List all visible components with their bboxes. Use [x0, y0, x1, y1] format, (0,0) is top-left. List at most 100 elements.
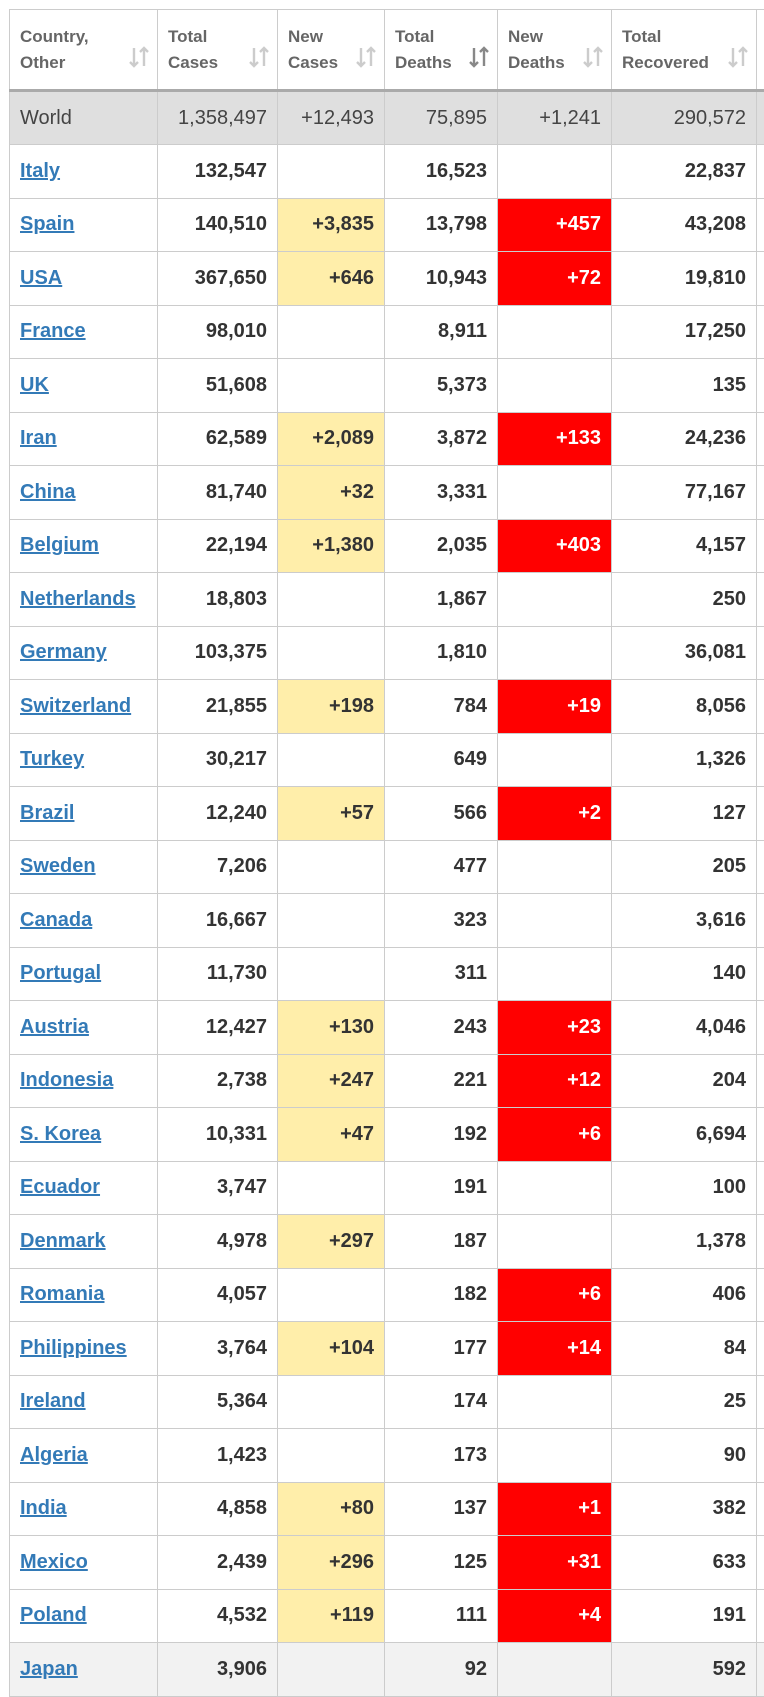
column-header[interactable]: Total Deaths — [385, 10, 498, 91]
cell: Spain — [10, 198, 158, 252]
column-header[interactable]: Country, Other — [10, 10, 158, 91]
cell — [498, 1375, 612, 1429]
cell: 100 — [612, 1161, 757, 1215]
cell: Indonesia — [10, 1054, 158, 1108]
cell: 75,895 — [385, 91, 498, 145]
cell: Austria — [10, 1001, 158, 1055]
country-link[interactable]: Mexico — [20, 1551, 88, 1573]
column-header[interactable]: Total Cases — [158, 10, 278, 91]
country-link[interactable]: Italy — [20, 160, 60, 182]
cell: Denmark — [10, 1215, 158, 1269]
country-link[interactable]: Japan — [20, 1658, 78, 1680]
cell: Ecuador — [10, 1161, 158, 1215]
header-label: New Cases — [288, 24, 360, 76]
cell: 382 — [612, 1482, 757, 1536]
cell: 191 — [385, 1161, 498, 1215]
country-link[interactable]: Ireland — [20, 1390, 86, 1412]
country-link[interactable]: Sweden — [20, 855, 96, 877]
cell: Algeria — [10, 1429, 158, 1483]
country-link[interactable]: Switzerland — [20, 695, 131, 717]
cell: +1 — [498, 1482, 612, 1536]
cell — [278, 1643, 385, 1697]
cell: 3,616 — [612, 894, 757, 948]
cell — [498, 947, 612, 1001]
cell: 36,081 — [612, 626, 757, 680]
country-link[interactable]: Austria — [20, 1016, 89, 1038]
cell — [498, 359, 612, 413]
country-link[interactable]: Philippines — [20, 1337, 127, 1359]
country-link[interactable]: Germany — [20, 641, 107, 663]
country-link[interactable]: Algeria — [20, 1444, 88, 1466]
cell: 633 — [612, 1536, 757, 1590]
cell: 649 — [385, 733, 498, 787]
country-link[interactable]: Belgium — [20, 534, 99, 556]
cell: 16,523 — [385, 145, 498, 199]
cell: +6 — [498, 1268, 612, 1322]
cell-edge — [757, 1643, 764, 1697]
cell-edge — [757, 252, 764, 306]
country-link[interactable]: India — [20, 1497, 67, 1519]
country-link[interactable]: Turkey — [20, 748, 84, 770]
cell-edge — [757, 1108, 764, 1162]
cell-edge — [757, 1215, 764, 1269]
cell: Brazil — [10, 787, 158, 841]
cell-edge — [757, 1429, 764, 1483]
cell-edge — [757, 680, 764, 734]
cell: 1,867 — [385, 573, 498, 627]
cell: 8,056 — [612, 680, 757, 734]
cell: Iran — [10, 412, 158, 466]
column-header[interactable]: New Deaths — [498, 10, 612, 91]
cell: +12,493 — [278, 91, 385, 145]
country-link[interactable]: Denmark — [20, 1230, 106, 1252]
cell: 17,250 — [612, 305, 757, 359]
cell: China — [10, 466, 158, 520]
cell: 10,331 — [158, 1108, 278, 1162]
country-link[interactable]: UK — [20, 374, 49, 396]
cell: +297 — [278, 1215, 385, 1269]
cell: +104 — [278, 1322, 385, 1376]
cell — [498, 466, 612, 520]
cell-edge — [757, 519, 764, 573]
country-link[interactable]: China — [20, 481, 76, 503]
header-label: Total Deaths — [395, 24, 467, 76]
cell: 127 — [612, 787, 757, 841]
column-header[interactable]: New Cases — [278, 10, 385, 91]
country-link[interactable]: France — [20, 320, 86, 342]
column-header[interactable]: Total Recovered — [612, 10, 757, 91]
country-link[interactable]: Netherlands — [20, 588, 136, 610]
country-link[interactable]: Romania — [20, 1283, 104, 1305]
country-link[interactable]: Iran — [20, 427, 57, 449]
country-link[interactable]: Indonesia — [20, 1069, 113, 1091]
cell: 7,206 — [158, 840, 278, 894]
cell: 43,208 — [612, 198, 757, 252]
cell — [498, 894, 612, 948]
country-link[interactable]: S. Korea — [20, 1123, 101, 1145]
cell: Philippines — [10, 1322, 158, 1376]
country-link[interactable]: Canada — [20, 909, 92, 931]
cell: +14 — [498, 1322, 612, 1376]
country-link[interactable]: USA — [20, 267, 62, 289]
country-link[interactable]: Ecuador — [20, 1176, 100, 1198]
country-link[interactable]: Brazil — [20, 802, 74, 824]
country-link[interactable]: Poland — [20, 1604, 87, 1626]
cell-edge — [757, 1589, 764, 1643]
header-label: Total Cases — [168, 24, 240, 76]
cell: +57 — [278, 787, 385, 841]
cell: 111 — [385, 1589, 498, 1643]
cell — [278, 305, 385, 359]
country-link[interactable]: Spain — [20, 213, 74, 235]
cell-edge — [757, 1482, 764, 1536]
country-link[interactable]: Portugal — [20, 962, 101, 984]
cell: +19 — [498, 680, 612, 734]
cell: 4,046 — [612, 1001, 757, 1055]
